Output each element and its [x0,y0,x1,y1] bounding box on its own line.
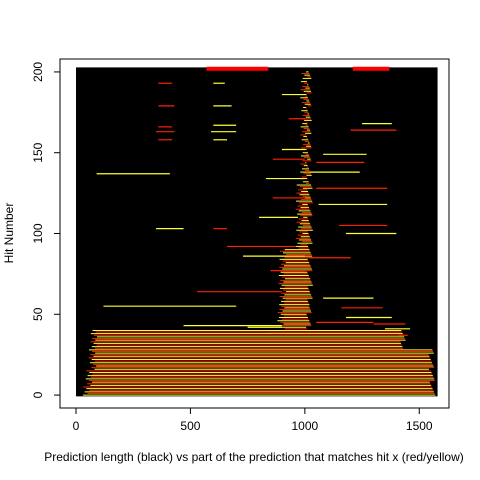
y-tick-label: 0 [31,391,45,398]
x-tick-label: 500 [180,419,200,433]
y-axis-title: Hit Number [2,203,16,264]
y-tick-label: 200 [31,62,45,82]
y-tick-label: 50 [31,307,45,321]
y-tick-label: 150 [31,142,45,162]
x-axis: 0 500 1000 1500 [73,407,433,433]
chart-series-layer [76,66,438,397]
x-tick-label: 0 [73,419,80,433]
y-axis: 0 50 100 150 200 [31,62,61,398]
x-tick-label: 1500 [406,419,433,433]
y-tick-label: 100 [31,223,45,243]
x-axis-title: Prediction length (black) vs part of the… [44,450,464,464]
x-tick-label: 1000 [291,419,318,433]
